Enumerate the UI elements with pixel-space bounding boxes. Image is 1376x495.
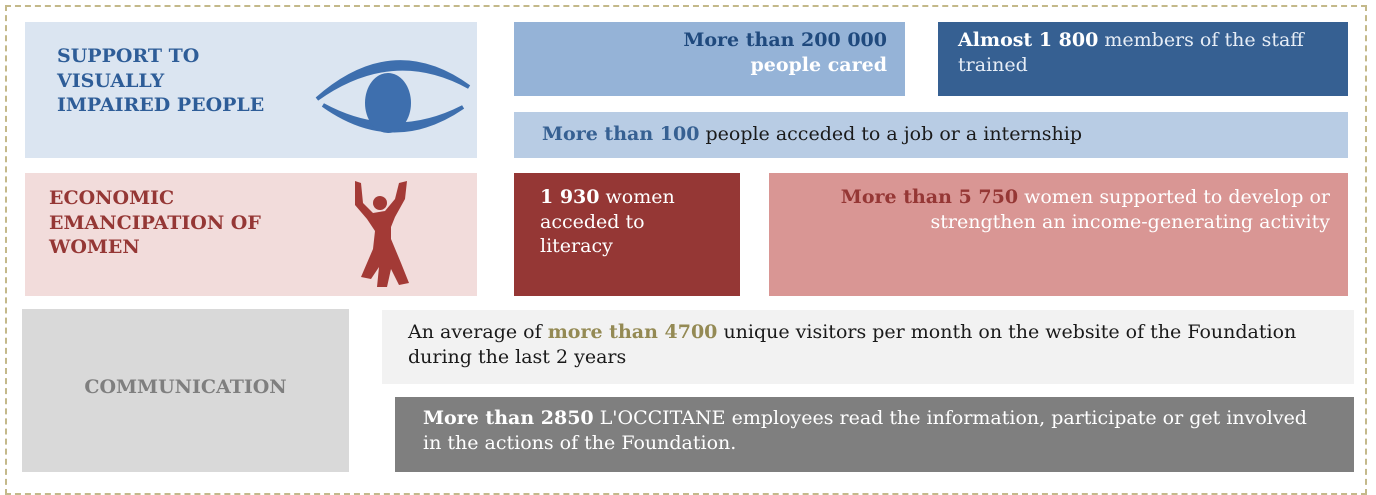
- woman-icon: [355, 181, 409, 287]
- stat-box: More than 200 000 people cared: [514, 22, 905, 96]
- title-line: SUPPORT TO: [57, 45, 200, 67]
- section-title-box: ECONOMIC EMANCIPATION OF WOMEN: [25, 173, 477, 296]
- stat-text: people cared: [750, 53, 887, 76]
- title-line: VISUALLY: [57, 69, 165, 92]
- section-title-box: COMMUNICATION: [22, 309, 349, 472]
- stat-box: Almost 1 800 members of the staff traine…: [938, 22, 1348, 96]
- stat-text: unique visitors per month on the website…: [408, 321, 1297, 368]
- stat-highlight: More than 200 000: [683, 29, 887, 51]
- eye-icon: [315, 60, 471, 133]
- section-title: ECONOMIC EMANCIPATION OF WOMEN: [49, 186, 261, 260]
- title-line: WOMEN: [49, 236, 140, 259]
- stat-text: people acceded to a job or a internship: [705, 123, 1082, 145]
- stat-text: women supported to develop or strengthen…: [930, 186, 1331, 233]
- stat-text: women acceded to literacy: [540, 186, 675, 258]
- title-line: EMANCIPATION OF: [49, 211, 261, 234]
- page: SUPPORT TO VISUALLY IMPAIRED PEOPLE More…: [5, 5, 1367, 495]
- stat-box: More than 5 750 women supported to devel…: [769, 173, 1348, 296]
- stat-box: More than 2850 L'OCCITANE employees read…: [395, 397, 1354, 472]
- section-title-box: SUPPORT TO VISUALLY IMPAIRED PEOPLE: [25, 22, 477, 158]
- stat-box: An average of more than 4700 unique visi…: [382, 310, 1354, 384]
- stat-highlight: More than 2850: [423, 407, 594, 429]
- stat-highlight: 1 930: [540, 186, 600, 208]
- section-title: COMMUNICATION: [22, 375, 349, 400]
- stat-highlight: Almost 1 800: [958, 29, 1099, 51]
- stat-text: L'OCCITANE employees read the informatio…: [423, 407, 1307, 454]
- title-line: COMMUNICATION: [84, 376, 287, 398]
- section-title: SUPPORT TO VISUALLY IMPAIRED PEOPLE: [57, 44, 264, 118]
- stat-highlight: More than 100: [542, 123, 700, 145]
- stat-highlight: more than 4700: [547, 321, 718, 343]
- stat-text: members of the staff trained: [958, 29, 1304, 76]
- title-line: IMPAIRED PEOPLE: [57, 94, 265, 117]
- stat-box: More than 100 people acceded to a job or…: [514, 112, 1348, 158]
- title-line: ECONOMIC: [49, 187, 175, 209]
- stat-box: 1 930 women acceded to literacy: [514, 173, 740, 296]
- stat-text: An average of: [408, 321, 542, 343]
- stat-highlight: More than 5 750: [840, 186, 1019, 208]
